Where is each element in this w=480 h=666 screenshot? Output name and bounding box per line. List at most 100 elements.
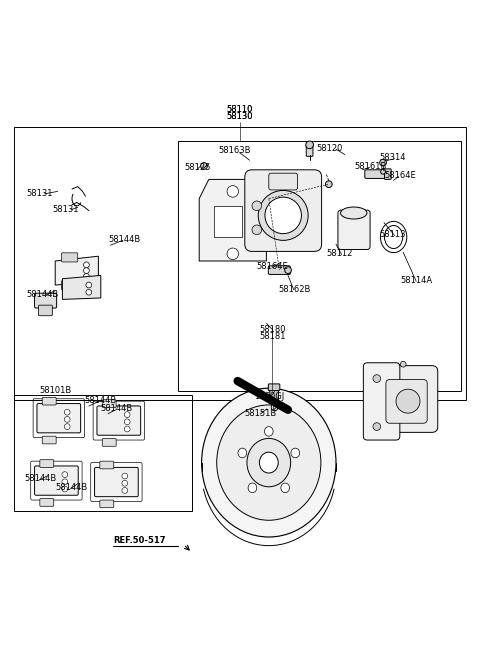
Text: 58131: 58131: [26, 189, 53, 198]
Text: 58144B: 58144B: [108, 235, 140, 244]
Text: 58131: 58131: [53, 205, 79, 214]
FancyBboxPatch shape: [269, 173, 298, 190]
Text: 58163B: 58163B: [218, 146, 251, 155]
Circle shape: [84, 268, 89, 274]
Ellipse shape: [259, 452, 278, 473]
Text: 58144B: 58144B: [26, 290, 59, 299]
Circle shape: [373, 375, 381, 382]
FancyBboxPatch shape: [97, 406, 141, 436]
Ellipse shape: [281, 483, 289, 493]
FancyBboxPatch shape: [95, 468, 138, 497]
Circle shape: [122, 473, 128, 479]
Circle shape: [201, 163, 207, 169]
Bar: [14, 396, 192, 511]
Text: 58181: 58181: [259, 332, 286, 342]
Text: 58164E: 58164E: [257, 262, 288, 271]
Circle shape: [62, 479, 68, 485]
FancyBboxPatch shape: [268, 384, 280, 390]
Text: 58144B: 58144B: [101, 404, 133, 414]
Ellipse shape: [264, 427, 273, 436]
Circle shape: [252, 201, 262, 210]
Circle shape: [124, 412, 130, 418]
Ellipse shape: [291, 448, 300, 458]
FancyBboxPatch shape: [270, 386, 278, 402]
Circle shape: [285, 267, 291, 274]
FancyBboxPatch shape: [42, 436, 56, 444]
Circle shape: [400, 362, 406, 367]
FancyBboxPatch shape: [100, 500, 114, 507]
Text: 58110: 58110: [227, 105, 253, 115]
Circle shape: [265, 197, 301, 234]
Circle shape: [84, 262, 89, 268]
FancyBboxPatch shape: [268, 266, 290, 274]
Ellipse shape: [247, 438, 290, 487]
FancyBboxPatch shape: [40, 499, 54, 506]
Text: 58130: 58130: [227, 113, 253, 121]
Text: 58144B: 58144B: [55, 483, 87, 492]
Text: 58180: 58180: [259, 324, 286, 334]
Text: 58113: 58113: [379, 230, 406, 239]
Circle shape: [122, 488, 128, 494]
Ellipse shape: [238, 448, 247, 458]
Text: 58151B: 58151B: [245, 409, 277, 418]
FancyBboxPatch shape: [37, 404, 81, 433]
Circle shape: [258, 190, 308, 240]
FancyBboxPatch shape: [100, 461, 114, 469]
Circle shape: [124, 426, 130, 432]
Text: 58125: 58125: [185, 163, 211, 172]
Circle shape: [84, 274, 89, 279]
FancyBboxPatch shape: [61, 280, 78, 290]
Circle shape: [273, 406, 276, 409]
Text: 58161B: 58161B: [354, 162, 386, 171]
Text: 58162B: 58162B: [278, 285, 311, 294]
FancyBboxPatch shape: [35, 466, 78, 496]
Circle shape: [64, 410, 70, 415]
Ellipse shape: [248, 483, 257, 493]
Text: 58114A: 58114A: [401, 276, 433, 284]
FancyBboxPatch shape: [338, 210, 370, 250]
Circle shape: [86, 289, 92, 295]
Circle shape: [325, 181, 332, 188]
Polygon shape: [62, 276, 101, 300]
Circle shape: [271, 404, 278, 411]
Circle shape: [227, 248, 239, 260]
Text: 58112: 58112: [326, 249, 353, 258]
Circle shape: [373, 423, 381, 430]
FancyBboxPatch shape: [378, 366, 438, 432]
Polygon shape: [55, 256, 98, 285]
Polygon shape: [214, 206, 242, 237]
FancyBboxPatch shape: [363, 363, 400, 440]
Circle shape: [64, 424, 70, 430]
Ellipse shape: [217, 405, 321, 520]
Circle shape: [62, 472, 68, 478]
Circle shape: [64, 416, 70, 422]
FancyBboxPatch shape: [38, 305, 52, 316]
FancyBboxPatch shape: [102, 400, 116, 408]
FancyBboxPatch shape: [40, 460, 54, 468]
FancyBboxPatch shape: [386, 380, 427, 423]
FancyBboxPatch shape: [306, 145, 313, 157]
FancyBboxPatch shape: [245, 170, 322, 251]
Text: 58144B: 58144B: [24, 474, 56, 484]
Circle shape: [306, 141, 313, 149]
FancyBboxPatch shape: [365, 170, 389, 178]
Circle shape: [381, 169, 385, 174]
Circle shape: [124, 419, 130, 425]
Text: REF.50-517: REF.50-517: [113, 536, 165, 545]
FancyBboxPatch shape: [42, 398, 56, 405]
Ellipse shape: [341, 207, 367, 219]
Circle shape: [227, 186, 239, 197]
Text: 58110: 58110: [227, 105, 253, 115]
Text: 58164E: 58164E: [384, 171, 416, 180]
FancyBboxPatch shape: [384, 169, 391, 179]
Polygon shape: [199, 179, 266, 261]
FancyBboxPatch shape: [61, 253, 78, 262]
Circle shape: [86, 282, 92, 288]
Circle shape: [122, 480, 128, 486]
Ellipse shape: [202, 388, 336, 537]
FancyBboxPatch shape: [35, 293, 57, 308]
Bar: [178, 141, 461, 390]
Bar: [14, 127, 466, 400]
Text: 58314: 58314: [379, 153, 406, 163]
Text: 58120: 58120: [317, 144, 343, 153]
